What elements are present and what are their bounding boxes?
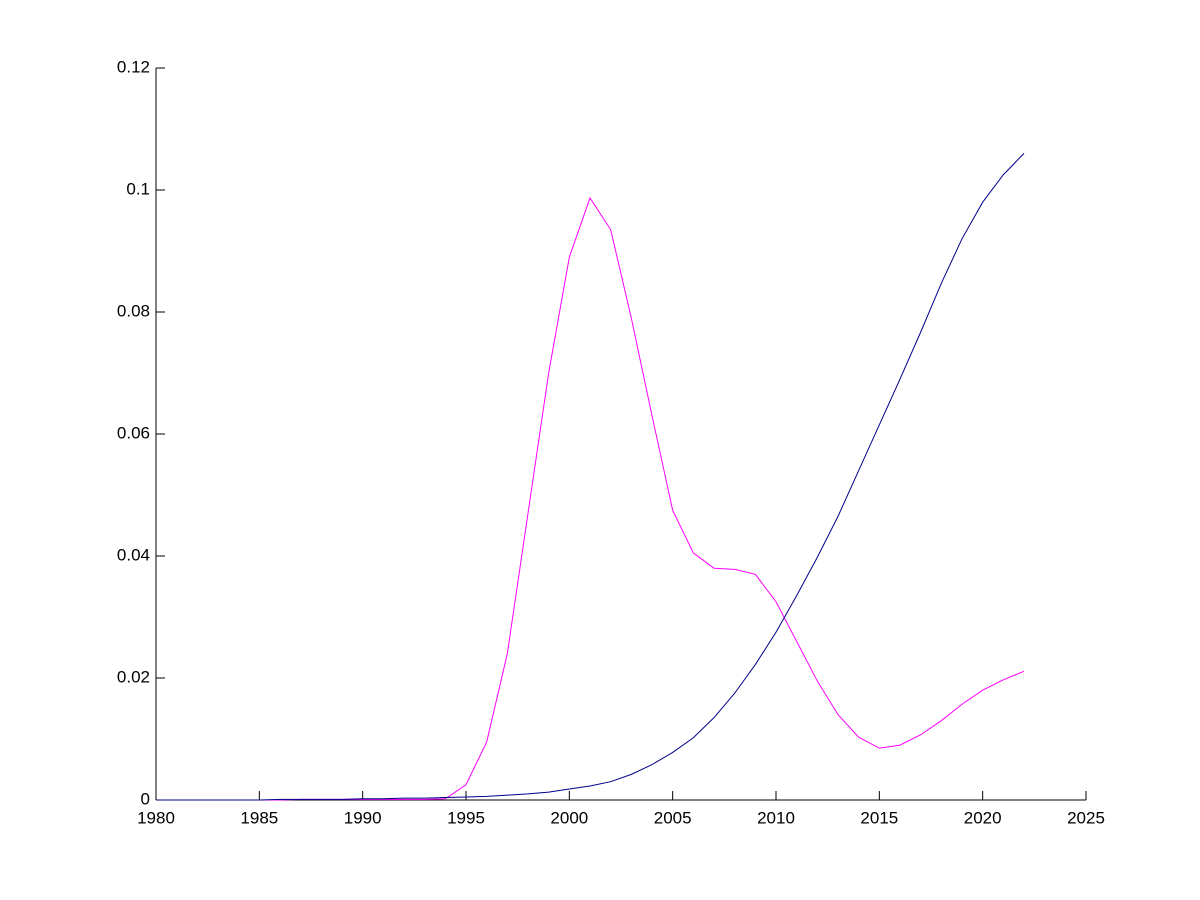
- x-tick-label: 2010: [757, 808, 795, 827]
- y-tick-label: 0.04: [117, 545, 150, 564]
- x-tick-label: 2025: [1067, 808, 1105, 827]
- x-tick-label: 1990: [344, 808, 382, 827]
- series-line: [156, 153, 1025, 801]
- y-tick-label: 0.08: [117, 301, 150, 320]
- x-tick-label: 2000: [550, 808, 588, 827]
- x-tick-label: 1980: [137, 808, 175, 827]
- x-tick-label: 2005: [654, 808, 692, 827]
- y-tick-label: 0: [141, 789, 150, 808]
- x-tick-label: 2020: [964, 808, 1002, 827]
- y-tick-label: 0.1: [126, 179, 150, 198]
- x-tick-label: 1985: [240, 808, 278, 827]
- x-tick-label: 2015: [860, 808, 898, 827]
- x-tick-label: 1995: [447, 808, 485, 827]
- y-tick-label: 0.06: [117, 423, 150, 442]
- y-tick-label: 0.12: [117, 57, 150, 76]
- y-tick-label: 0.02: [117, 667, 150, 686]
